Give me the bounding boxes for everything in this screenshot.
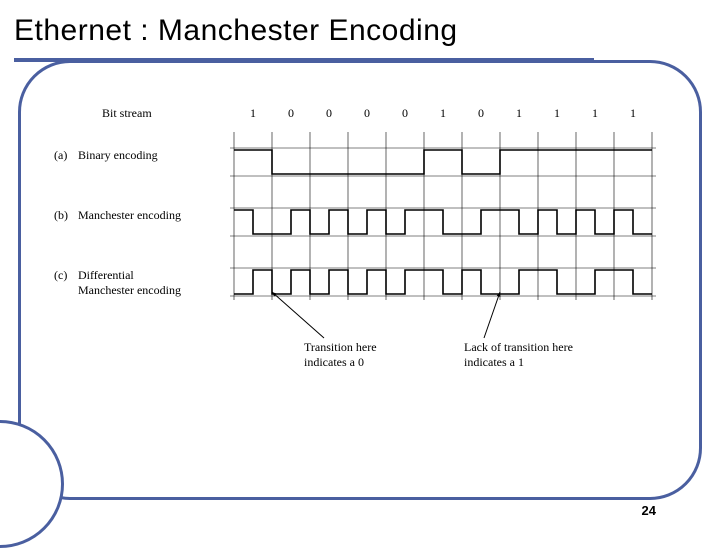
encoding-diagram: Bit stream 10000101111 (a)Binary encodin… xyxy=(54,112,666,392)
annotation-text: Lack of transition here indicates a 1 xyxy=(464,340,573,370)
annotation-text: Transition here indicates a 0 xyxy=(304,340,377,370)
page-number: 24 xyxy=(642,503,656,518)
page-title: Ethernet : Manchester Encoding xyxy=(14,14,458,48)
